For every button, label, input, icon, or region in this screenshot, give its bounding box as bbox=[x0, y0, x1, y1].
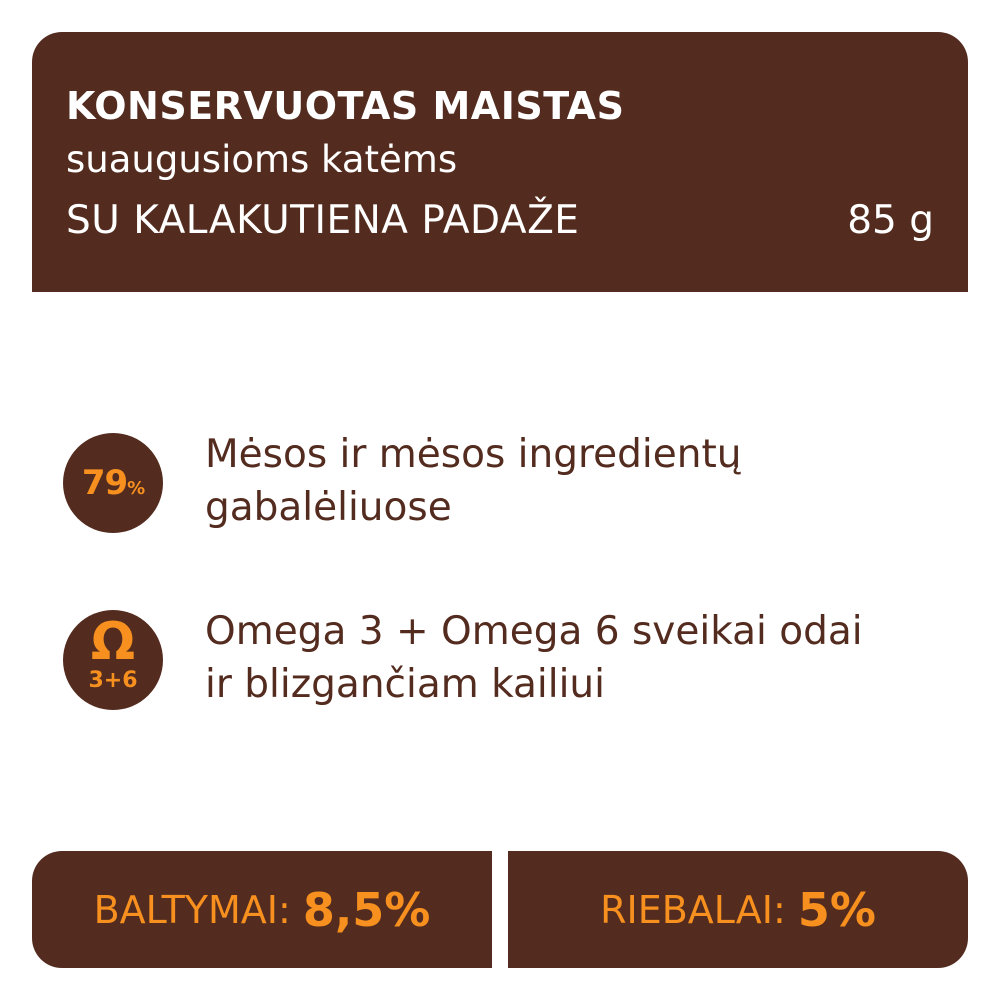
fat-label: RIEBALAI: bbox=[600, 887, 786, 932]
product-title: KONSERVUOTAS MAISTAS bbox=[66, 84, 625, 128]
feature-meat: Mėsos ir mėsos ingredientų gabalėliuose bbox=[205, 428, 741, 534]
protein-value: 8,5% bbox=[302, 882, 431, 937]
protein-box: BALTYMAI: 8,5% bbox=[32, 851, 492, 968]
product-flavor: SU KALAKUTIENA PADAŽE bbox=[66, 198, 580, 243]
omega-symbol: Ω bbox=[90, 612, 136, 672]
feature-line: Mėsos ir mėsos ingredientų bbox=[205, 432, 742, 477]
feature-line: ir blizgančiam kailiui bbox=[205, 662, 605, 707]
omega-icon: Ω 3+6 bbox=[63, 610, 163, 710]
fat-value: 5% bbox=[797, 882, 876, 937]
meat-percent-badge: 79% bbox=[63, 433, 163, 533]
fat-box: RIEBALAI: 5% bbox=[508, 851, 968, 968]
badge-value: 79 bbox=[81, 463, 128, 503]
protein-label: BALTYMAI: bbox=[93, 887, 291, 932]
product-weight: 85 g bbox=[847, 198, 934, 243]
feature-omega: Omega 3 + Omega 6 sveikai odai ir blizga… bbox=[205, 605, 863, 711]
product-header: KONSERVUOTAS MAISTAS suaugusioms katėms … bbox=[32, 32, 968, 292]
badge-unit: % bbox=[127, 478, 145, 499]
feature-line: Omega 3 + Omega 6 sveikai odai bbox=[205, 609, 863, 654]
product-subtitle: suaugusioms katėms bbox=[66, 138, 458, 181]
feature-line: gabalėliuose bbox=[205, 485, 452, 530]
omega-value: 3+6 bbox=[88, 668, 138, 693]
